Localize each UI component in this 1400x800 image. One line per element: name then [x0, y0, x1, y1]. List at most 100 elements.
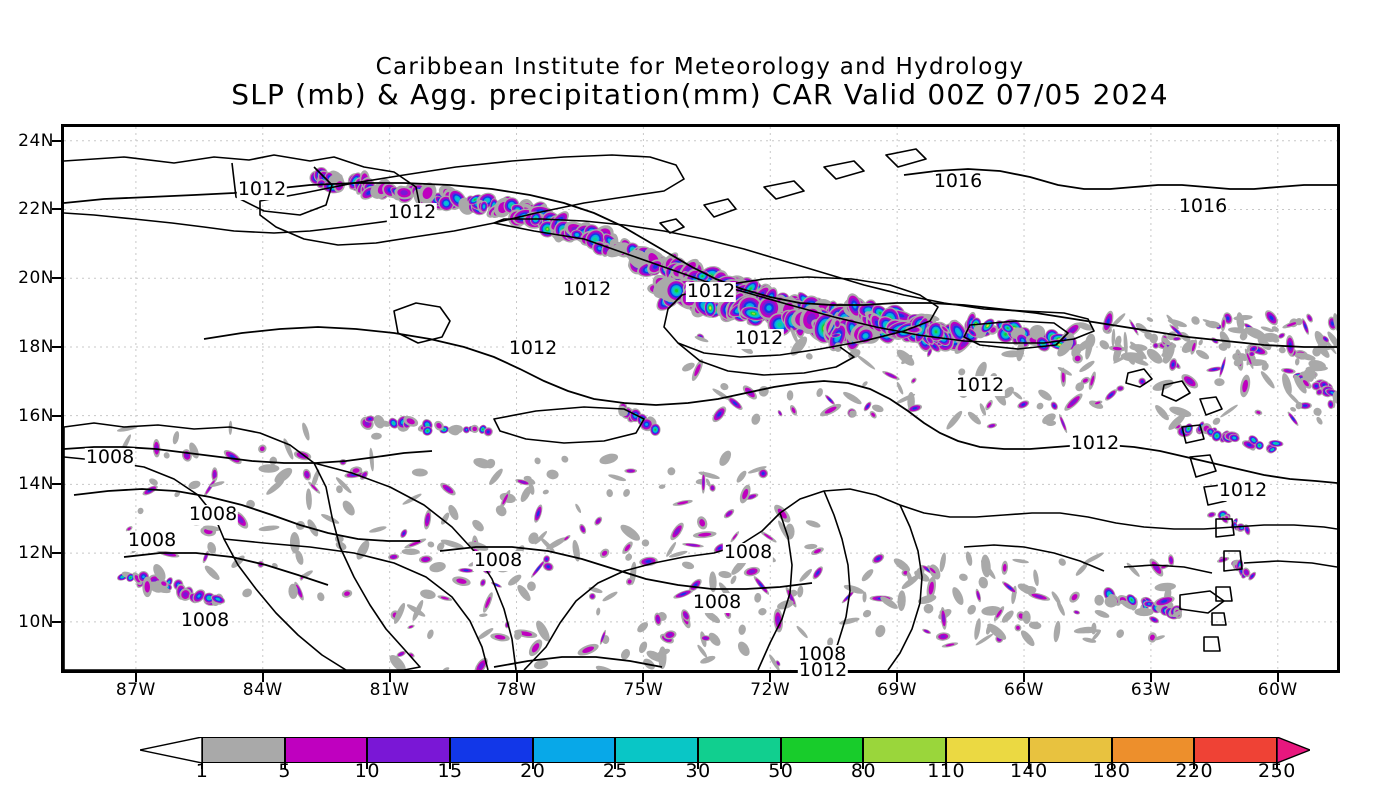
x-axis-tick [261, 673, 264, 682]
colorbar-tick-label: 80 [850, 760, 877, 782]
x-axis-tick [769, 673, 772, 682]
x-axis-tick-label: 81W [369, 680, 410, 700]
x-axis-tick-label: 75W [623, 680, 664, 700]
colorbar-tick-label: 1 [195, 760, 209, 782]
colorbar-segment[interactable] [946, 737, 1029, 763]
colorbar-segment[interactable] [780, 737, 864, 763]
y-axis-tick [52, 552, 61, 555]
x-axis-tick-label: 78W [496, 680, 537, 700]
isobar-label: 1008 [796, 643, 848, 666]
colorbar-tick [862, 763, 865, 769]
isobar-label: 1008 [84, 446, 136, 469]
y-axis-tick-label: 22N [18, 199, 54, 220]
colorbar-tick [1193, 763, 1196, 769]
x-axis-tick [642, 673, 645, 682]
colorbar-under-arrow-outline [140, 737, 202, 763]
colorbar-tick-label: 20 [520, 760, 546, 782]
colorbar-tick [1027, 763, 1030, 769]
isobar-label: 1016 [1177, 195, 1229, 218]
isobar-label: 1016 [932, 170, 984, 193]
colorbar-tick-label: 25 [602, 760, 629, 782]
colorbar-tick-label: 15 [437, 760, 463, 782]
colorbar[interactable] [140, 737, 1310, 769]
colorbar-tick-label: 10 [354, 760, 380, 782]
colorbar-segment[interactable] [1194, 737, 1277, 763]
isobar-label: 1008 [126, 529, 178, 552]
colorbar-tick [449, 763, 452, 769]
colorbar-tick [1110, 763, 1113, 769]
y-axis-tick-label: 16N [18, 405, 54, 426]
isobar-label: 1012 [507, 337, 559, 360]
colorbar-tick-label: 5 [278, 760, 291, 782]
map-canvas [64, 127, 1337, 670]
x-axis-tick-label: 66W [1004, 680, 1045, 700]
colorbar-tick [531, 763, 534, 769]
colorbar-segment[interactable] [202, 737, 285, 763]
isobar-label: 1012 [1217, 479, 1269, 502]
colorbar-segment[interactable] [698, 737, 781, 763]
colorbar-segment[interactable] [284, 737, 368, 763]
colorbar-segment[interactable] [1111, 737, 1195, 763]
colorbar-segment[interactable] [532, 737, 616, 763]
colorbar-tick [614, 763, 617, 769]
y-axis-tick-label: 18N [18, 336, 54, 357]
colorbar-tick [366, 763, 369, 769]
y-axis-tick-label: 12N [18, 543, 54, 564]
isobar-label: 1008 [187, 503, 239, 526]
x-axis-tick-label: 87W [115, 680, 156, 700]
colorbar-tick [201, 763, 203, 769]
colorbar-segment[interactable] [1028, 737, 1112, 763]
x-axis-tick [134, 673, 137, 682]
page-title: SLP (mb) & Agg. precipitation(mm) CAR Va… [231, 78, 1169, 111]
x-axis-tick [388, 673, 391, 682]
colorbar-tick-label: 180 [1092, 760, 1131, 782]
colorbar-over-arrow [1276, 737, 1310, 763]
y-axis-tick [52, 414, 61, 417]
map-geography-layer [64, 127, 1337, 670]
colorbar-tick [945, 763, 948, 769]
institute-subtitle: Caribbean Institute for Meteorology and … [375, 54, 1025, 80]
y-axis-tick-label: 24N [18, 130, 54, 151]
y-axis-tick [52, 139, 61, 142]
x-axis-tick-label: 72W [750, 680, 791, 700]
y-axis-tick-label: 14N [18, 474, 54, 495]
isobar-label: 1012 [685, 280, 737, 303]
x-axis-tick [515, 673, 518, 682]
y-axis-tick [52, 208, 61, 211]
isobar-label: 1012 [797, 659, 849, 682]
isobar-label: 1012 [386, 201, 438, 224]
colorbar-segment[interactable] [863, 737, 947, 763]
y-axis-tick [52, 483, 61, 486]
colorbar-tick-label: 50 [768, 760, 794, 782]
x-axis-tick [896, 673, 899, 682]
y-axis-tick [52, 277, 61, 280]
colorbar-tick-label: 250 [1258, 760, 1296, 782]
isobar-label: 1008 [472, 549, 524, 572]
colorbar-tick-label: 140 [1009, 760, 1048, 782]
y-axis-tick-label: 10N [18, 611, 54, 632]
x-axis-tick [1276, 673, 1279, 682]
colorbar-tick-label: 220 [1175, 760, 1214, 782]
y-axis-tick [52, 345, 61, 348]
colorbar-segment[interactable] [450, 737, 533, 763]
colorbar-tick [1275, 763, 1278, 769]
colorbar-tick [283, 763, 286, 769]
isobar-label: 1008 [691, 591, 743, 614]
isobar-label: 1012 [954, 374, 1006, 397]
y-axis-tick-label: 20N [18, 268, 54, 289]
colorbar-segment[interactable] [615, 737, 699, 763]
x-axis-tick-label: 69W [877, 680, 918, 700]
colorbar-segment[interactable] [367, 737, 451, 763]
y-axis-tick [52, 620, 61, 623]
x-axis-tick [1149, 673, 1152, 682]
colorbar-tick [697, 763, 700, 769]
colorbar-tick-label: 30 [685, 760, 711, 782]
isobar-label: 1012 [1069, 432, 1121, 455]
x-axis-tick-label: 84W [242, 680, 283, 700]
isobar-label: 1012 [561, 278, 613, 301]
colorbar-tick-label: 110 [927, 760, 966, 782]
x-axis-tick [1023, 673, 1026, 682]
colorbar-tick [779, 763, 782, 769]
x-axis-tick-label: 63W [1130, 680, 1171, 700]
